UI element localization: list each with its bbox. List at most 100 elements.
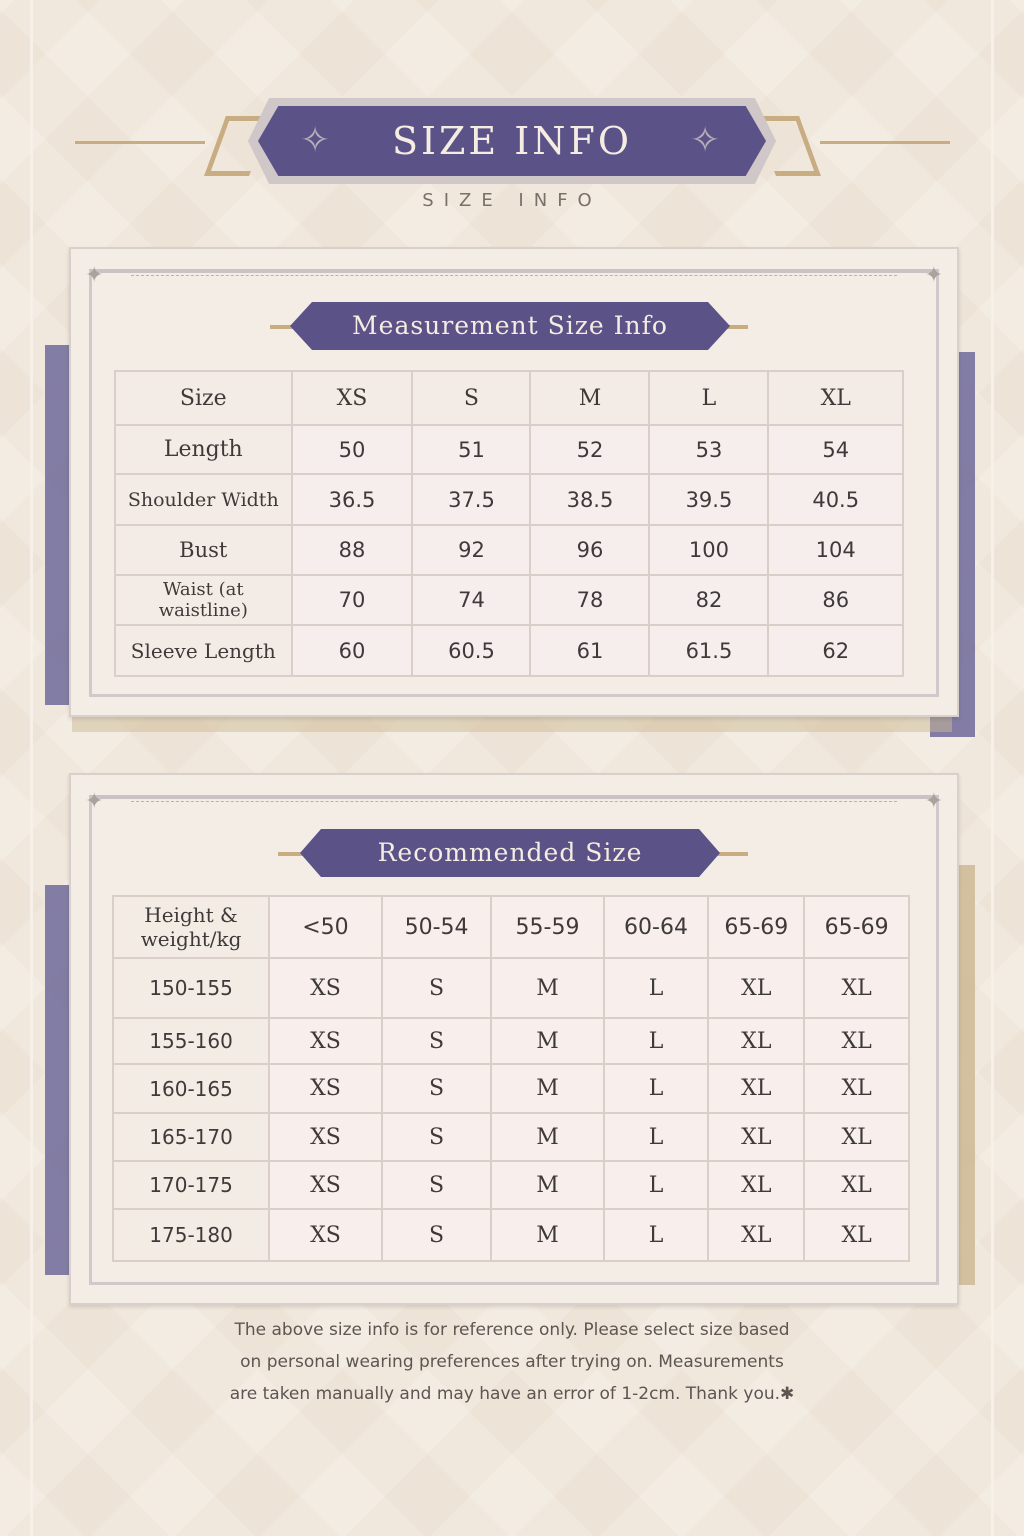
table-cell: 78 [529,574,651,626]
table-cell: XL [707,1160,806,1210]
row-label: Waist (at waistline) [114,574,293,626]
table-cell: M [490,1208,605,1262]
row-label: 170-175 [111,1160,271,1210]
note-line: on personal wearing preferences after tr… [240,1352,784,1372]
table-row: 175-180 XS S M L XL XL [111,1208,910,1262]
table-cell: 53 [648,424,770,475]
table-cell: XL [803,1112,910,1162]
column-header-label: Size [114,370,293,426]
star-icon: ✦ [85,263,104,288]
column-header: XL [767,370,904,426]
table-cell: 92 [411,524,532,576]
table-cell: XL [707,1063,806,1114]
table-cell: S [380,1160,493,1210]
column-header: M [529,370,651,426]
table-cell: 62 [767,624,904,677]
table-cell: M [490,1112,605,1162]
star-icon: ✦ [924,789,943,814]
disclaimer-note: The above size info is for reference onl… [150,1314,874,1410]
recommended-title: Recommended Size [300,829,720,877]
table-cell: 51 [411,424,532,475]
table-cell: 38.5 [529,473,651,526]
page-subtitle: SIZE INFO [422,190,602,211]
column-header: 60-64 [602,895,710,959]
table-cell: 74 [411,574,532,626]
table-row: 150-155 XS S M L XL XL [111,957,910,1019]
title-banner [258,106,766,176]
table-row: Sleeve Length 60 60.5 61 61.5 62 [114,624,904,677]
table-cell: L [602,1063,710,1114]
column-header: 55-59 [490,895,605,959]
column-header: S [411,370,532,426]
table-row: 170-175 XS S M L XL XL [111,1160,910,1210]
table-row: Length 50 51 52 53 54 [114,424,904,475]
table-cell: M [490,1063,605,1114]
table-cell: XL [803,1160,910,1210]
column-header: XS [290,370,414,426]
table-cell: S [380,1063,493,1114]
row-label: Length [114,424,293,475]
table-cell: 37.5 [411,473,532,526]
table-cell: 61 [529,624,651,677]
table-cell: L [602,1112,710,1162]
table-cell: 88 [290,524,414,576]
table-cell: 82 [648,574,770,626]
table-cell: XS [268,1208,383,1262]
row-label: 155-160 [111,1017,271,1065]
measurement-title: Measurement Size Info [290,302,730,350]
table-cell: M [490,1160,605,1210]
column-header: <50 [268,895,383,959]
sparkle-icon: ✧ [690,120,721,161]
table-row: Bust 88 92 96 100 104 [114,524,904,576]
table-cell: XL [707,1208,806,1262]
table-cell: S [380,957,493,1019]
table-cell: 96 [529,524,651,576]
column-header: L [648,370,770,426]
column-header-label: Height & weight/kg [111,895,271,959]
table-cell: XL [803,1063,910,1114]
decorative-sheet [72,712,952,732]
border-line-right [991,0,994,1536]
table-cell: XL [707,1112,806,1162]
table-cell: XS [268,957,383,1019]
sparkle-icon: ✧ [300,120,331,161]
table-cell: XL [803,1017,910,1065]
table-cell: 104 [767,524,904,576]
table-cell: 50 [290,424,414,475]
row-label: 175-180 [111,1208,271,1262]
star-icon: ✦ [85,789,104,814]
table-cell: L [602,1160,710,1210]
row-label: Shoulder Width [114,473,293,526]
column-header: 65-69 [803,895,910,959]
table-cell: 52 [529,424,651,475]
row-label: Bust [114,524,293,576]
table-cell: S [380,1208,493,1262]
table-row: Shoulder Width 36.5 37.5 38.5 39.5 40.5 [114,473,904,526]
row-label: 150-155 [111,957,271,1019]
table-cell: 40.5 [767,473,904,526]
note-line: are taken manually and may have an error… [229,1384,795,1404]
table-row: Waist (at waistline) 70 74 78 82 86 [114,574,904,626]
table-cell: S [380,1112,493,1162]
table-cell: XS [268,1160,383,1210]
table-cell: XL [707,1017,806,1065]
table-cell: 70 [290,574,414,626]
ornament-line-right [820,141,950,144]
table-cell: 39.5 [648,473,770,526]
table-cell: 60 [290,624,414,677]
table-cell: 60.5 [411,624,532,677]
table-cell: M [490,957,605,1019]
table-cell: 54 [767,424,904,475]
column-header: 65-69 [707,895,806,959]
table-cell: XS [268,1017,383,1065]
table-cell: XS [268,1112,383,1162]
row-label: Sleeve Length [114,624,293,677]
table-cell: 61.5 [648,624,770,677]
table-cell: L [602,957,710,1019]
row-label: 165-170 [111,1112,271,1162]
table-row: 165-170 XS S M L XL XL [111,1112,910,1162]
table-cell: XL [707,957,806,1019]
table-cell: 86 [767,574,904,626]
row-label: 160-165 [111,1063,271,1114]
